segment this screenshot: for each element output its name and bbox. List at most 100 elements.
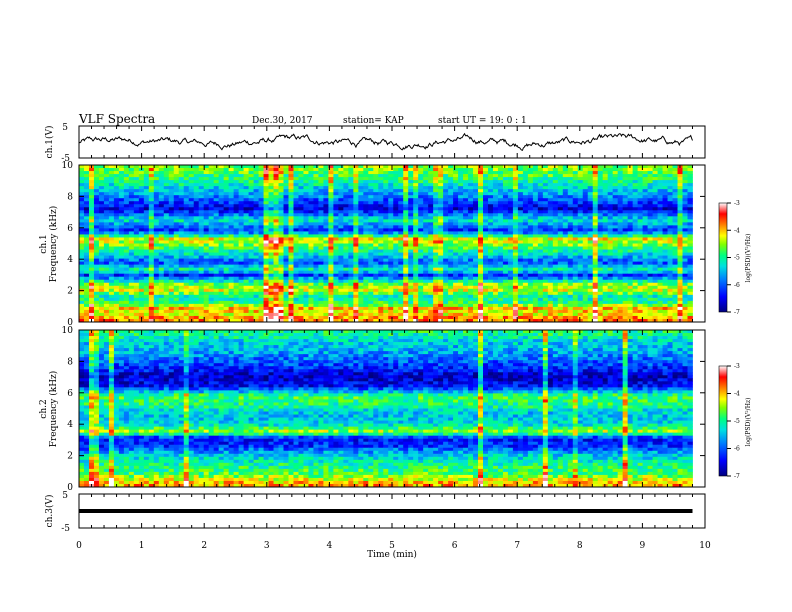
spectrogram-cell [288, 264, 294, 269]
spectrogram-cell [213, 228, 220, 232]
spectrogram-cell [368, 261, 374, 266]
spectrogram-cell [592, 189, 599, 193]
spectrogram-cell [313, 225, 319, 229]
spectrogram-cell [228, 228, 235, 232]
spectrogram-cell [637, 168, 644, 172]
spectrogram-cell [123, 189, 130, 193]
spectrogram-cell [667, 258, 673, 263]
spectrogram-cell [473, 249, 479, 253]
spectrogram-cell [253, 204, 259, 208]
spectrogram-cell [338, 189, 344, 193]
spectrogram-cell [662, 276, 668, 281]
spectrogram-cell [208, 228, 215, 232]
spectrogram-cell [642, 222, 648, 226]
spectrogram-cell [532, 174, 539, 178]
spectrogram-cell [403, 249, 409, 253]
spectrogram-cell [213, 186, 220, 190]
spectrogram-cell [473, 258, 479, 263]
spectrogram-cell [677, 183, 683, 187]
spectrogram-cell [188, 168, 195, 172]
spectrogram-cell [562, 189, 569, 193]
spectrogram-cell [288, 201, 294, 205]
spectrogram-cell [353, 270, 359, 275]
spectrogram-cell [228, 189, 235, 193]
spectrogram-cell [313, 198, 319, 202]
spectrogram-cell [103, 234, 110, 238]
spectrogram-cell [79, 177, 85, 181]
spectrogram-cell [283, 213, 289, 217]
spectrogram-cell [637, 240, 644, 244]
spectrogram-cell [123, 225, 130, 229]
spectrogram-cell [118, 207, 125, 211]
spectrogram-cell [463, 222, 469, 226]
spectrogram-cell [79, 168, 85, 172]
spectrogram-cell [293, 183, 299, 187]
spectrogram-cell [273, 225, 279, 229]
spectrogram-cell [527, 201, 534, 205]
spectrogram-cell [502, 276, 509, 281]
spectrogram-cell [403, 237, 409, 241]
spectrogram-cell [243, 171, 249, 175]
spectrogram-cell [413, 246, 419, 250]
spectrogram-cell [198, 270, 205, 275]
spectrogram-cell [672, 240, 678, 244]
spectrogram-cell [492, 186, 499, 190]
spectrogram-cell [587, 276, 594, 281]
spectrogram-cell [113, 192, 120, 196]
spectrogram-cell [557, 225, 564, 229]
spectrogram-cell [428, 270, 434, 275]
spectrogram-cell [468, 174, 474, 178]
spectrogram-cell [263, 246, 269, 250]
spectrogram-cell [313, 228, 319, 232]
spectrogram-cell [223, 285, 230, 290]
spectrogram-cell [682, 258, 688, 263]
spectrogram-cell [512, 186, 519, 190]
spectrogram-cell [253, 189, 259, 193]
spectrogram-cell [368, 207, 374, 211]
spectrogram-cell [293, 171, 299, 175]
spectrogram-cell [223, 177, 230, 181]
spectrogram-cell [637, 270, 644, 275]
spectrogram-cell [527, 204, 534, 208]
spectrogram-cell [652, 204, 658, 208]
spectrogram-cell [203, 216, 210, 220]
spectrogram-cell [423, 210, 429, 214]
spectrogram-cell [98, 258, 105, 263]
spectrogram-cell [153, 231, 160, 235]
spectrogram-cell [537, 228, 544, 232]
spectrogram-cell [642, 276, 648, 281]
spectrogram-cell [487, 198, 494, 202]
spectrogram-cell [98, 240, 105, 244]
spectrogram-cell [537, 270, 544, 275]
spectrogram-cell [253, 207, 259, 211]
spectrogram-cell [283, 174, 289, 178]
spectrogram-cell [228, 270, 235, 275]
spectrogram-cell [133, 174, 140, 178]
spectrogram-cell [288, 210, 294, 214]
spectrogram-cell [83, 234, 90, 238]
spectrogram-cell [517, 186, 524, 190]
spectrogram-cell [183, 189, 190, 193]
spectrogram-cell [547, 240, 554, 244]
spectrogram-cell [557, 204, 564, 208]
spectrogram-cell [517, 255, 524, 259]
spectrogram-cell [268, 171, 274, 175]
spectrogram-cell [373, 198, 379, 202]
spectrogram-cell [148, 258, 155, 263]
spectrogram-cell [79, 264, 85, 269]
spectrogram-cell [313, 282, 319, 287]
spectrogram-cell [363, 165, 369, 169]
spectrogram-cell [652, 228, 658, 232]
spectrogram-cell [103, 240, 110, 244]
spectrogram-cell [348, 174, 354, 178]
spectrogram-cell [468, 249, 474, 253]
spectrogram-cell [677, 207, 683, 211]
spectrogram-cell [657, 204, 663, 208]
spectrogram-cell [612, 201, 619, 205]
spectrogram-cell [343, 198, 349, 202]
spectrogram-cell [323, 186, 329, 190]
spectrogram-cell [278, 192, 284, 196]
spectrogram-cell [153, 279, 160, 284]
spectrogram-cell [368, 279, 374, 284]
spectrogram-cell [293, 225, 299, 229]
